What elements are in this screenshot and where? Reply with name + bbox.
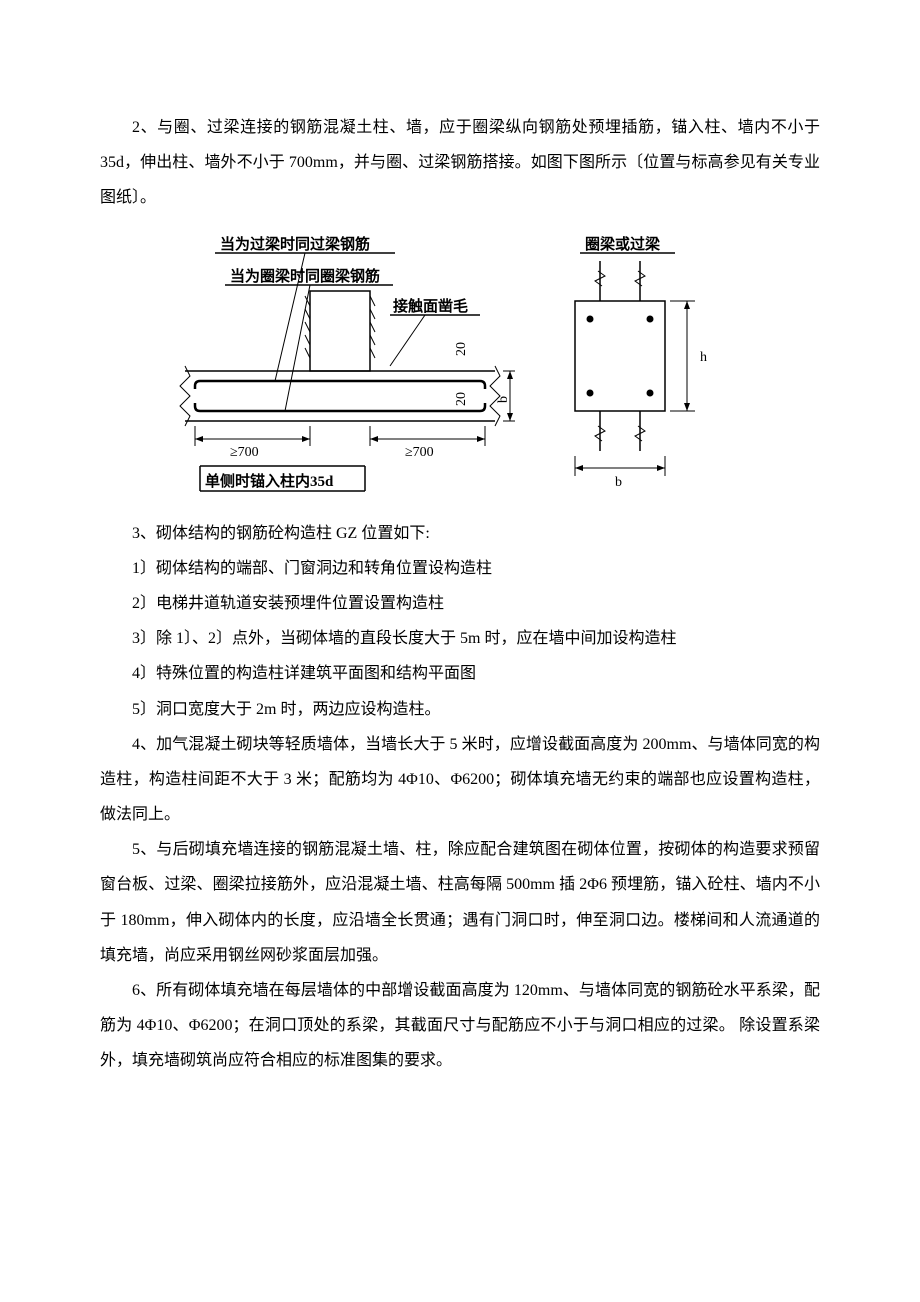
dim-20-bottom: 20: [454, 392, 469, 406]
dim-geq700-left: ≥700: [230, 445, 259, 460]
diagram-container: 当为过梁时同过梁钢筋 当为圈梁时同圈梁钢筋 接触面凿毛: [100, 231, 820, 501]
paragraph-3-1: 1〕砌体结构的端部、门窗洞边和转角位置设构造柱: [100, 551, 820, 586]
dim-geq700-right: ≥700: [405, 445, 434, 460]
label-section-title: 圈梁或过梁: [585, 235, 661, 253]
rebar-elevation-diagram: 当为过梁时同过梁钢筋 当为圈梁时同圈梁钢筋 接触面凿毛: [175, 231, 515, 501]
paragraph-3-4: 4〕特殊位置的构造柱详建筑平面图和结构平面图: [100, 656, 820, 691]
paragraph-2: 2、与圈、过梁连接的钢筋混凝土柱、墙，应于圈梁纵向钢筋处预埋插筋，锚入柱、墙内不…: [100, 110, 820, 216]
paragraph-3-head: 3、砌体结构的钢筋砼构造柱 GZ 位置如下:: [100, 516, 820, 551]
label-anchor-35d: 单侧时锚入柱内35d: [205, 472, 334, 490]
paragraph-3-5: 5〕洞口宽度大于 2m 时，两边应设构造柱。: [100, 692, 820, 727]
paragraph-3-3: 3〕除 1〕、2〕点外，当砌体墙的直段长度大于 5m 时，应在墙中间加设构造柱: [100, 621, 820, 656]
paragraph-4: 4、加气混凝土砌块等轻质墙体，当墙长大于 5 米时，应增设截面高度为 200mm…: [100, 727, 820, 833]
paragraph-6: 6、所有砌体填充墙在每层墙体的中部增设截面高度为 120mm、与墙体同宽的钢筋砼…: [100, 973, 820, 1079]
rebar-section-diagram: 圈梁或过梁 h b: [545, 231, 745, 501]
label-ring-beam: 当为圈梁时同圈梁钢筋: [230, 267, 380, 285]
dim-h-section: h: [700, 350, 707, 365]
label-contact-surface: 接触面凿毛: [393, 297, 468, 315]
label-top-beam: 当为过梁时同过梁钢筋: [220, 235, 370, 253]
paragraph-3-2: 2〕电梯井道轨道安装预埋件位置设置构造柱: [100, 586, 820, 621]
dim-b-section: b: [615, 475, 622, 490]
paragraph-5: 5、与后砌填充墙连接的钢筋混凝土墙、柱，除应配合建筑图在砌体位置，按砌体的构造要…: [100, 832, 820, 973]
dim-20-top: 20: [454, 342, 469, 356]
dim-b-elev: b: [496, 396, 511, 403]
